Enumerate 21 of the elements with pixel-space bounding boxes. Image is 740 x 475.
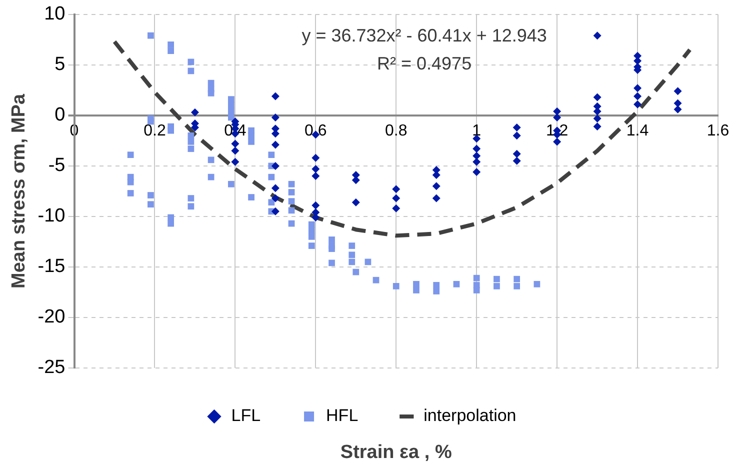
legend-label: interpolation (424, 406, 516, 426)
y-tick-label: -5 (48, 155, 66, 176)
x-axis-title: Strain εa , % (340, 442, 452, 464)
y-tick-label: -10 (38, 206, 66, 227)
x-tick-label: 1 (472, 122, 482, 140)
y-tick-label: 10 (44, 4, 66, 25)
annotation: R² = 0.4975 (377, 53, 472, 74)
x-tick-label: 1.6 (706, 122, 730, 140)
legend-label: LFL (231, 406, 261, 426)
y-tick-label: 0 (54, 104, 66, 126)
x-tick-label: 1.4 (626, 122, 649, 140)
y-tick-label: -20 (38, 306, 66, 328)
y-tick-label: 5 (54, 54, 66, 76)
y-tick-label: -25 (38, 357, 66, 378)
legend-label: HFL (326, 406, 358, 426)
y-tick-label: -15 (38, 256, 66, 278)
y-axis-title: Mean stress σm, MPa (8, 93, 30, 289)
x-tick-label: 0.6 (304, 122, 327, 140)
x-tick-label: 0.2 (144, 122, 166, 140)
x-tick-label: 0.8 (385, 122, 408, 140)
annotation: y = 36.732x² - 60.41x + 12.943 (302, 25, 547, 46)
